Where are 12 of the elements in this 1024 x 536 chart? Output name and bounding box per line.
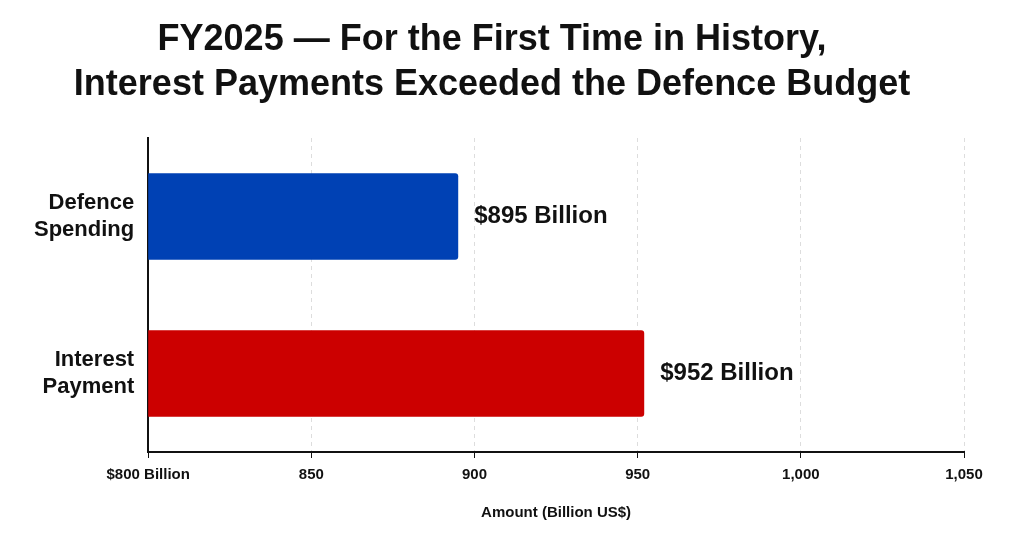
x-tick-label: 850 xyxy=(298,465,324,483)
y-tick-label: Defence Spending xyxy=(34,189,135,241)
x-tick-label: 1,000 xyxy=(782,465,820,483)
chart-title: FY2025 — For the First Time in History, Interest Payments Exceeded the Defence Budget xyxy=(73,17,911,104)
data-label: $952 Billion xyxy=(660,358,794,386)
data-label: $895 Billion xyxy=(474,201,608,229)
x-tick-label: 1,050 xyxy=(945,465,983,483)
x-tick-label: 900 xyxy=(462,465,488,483)
x-tick-label: 950 xyxy=(625,465,651,483)
x-tick-label: $800 Billion xyxy=(106,465,190,483)
y-tick-label: Interest Payment xyxy=(42,346,135,398)
x-axis-title: Amount (Billion US$) xyxy=(481,503,632,521)
